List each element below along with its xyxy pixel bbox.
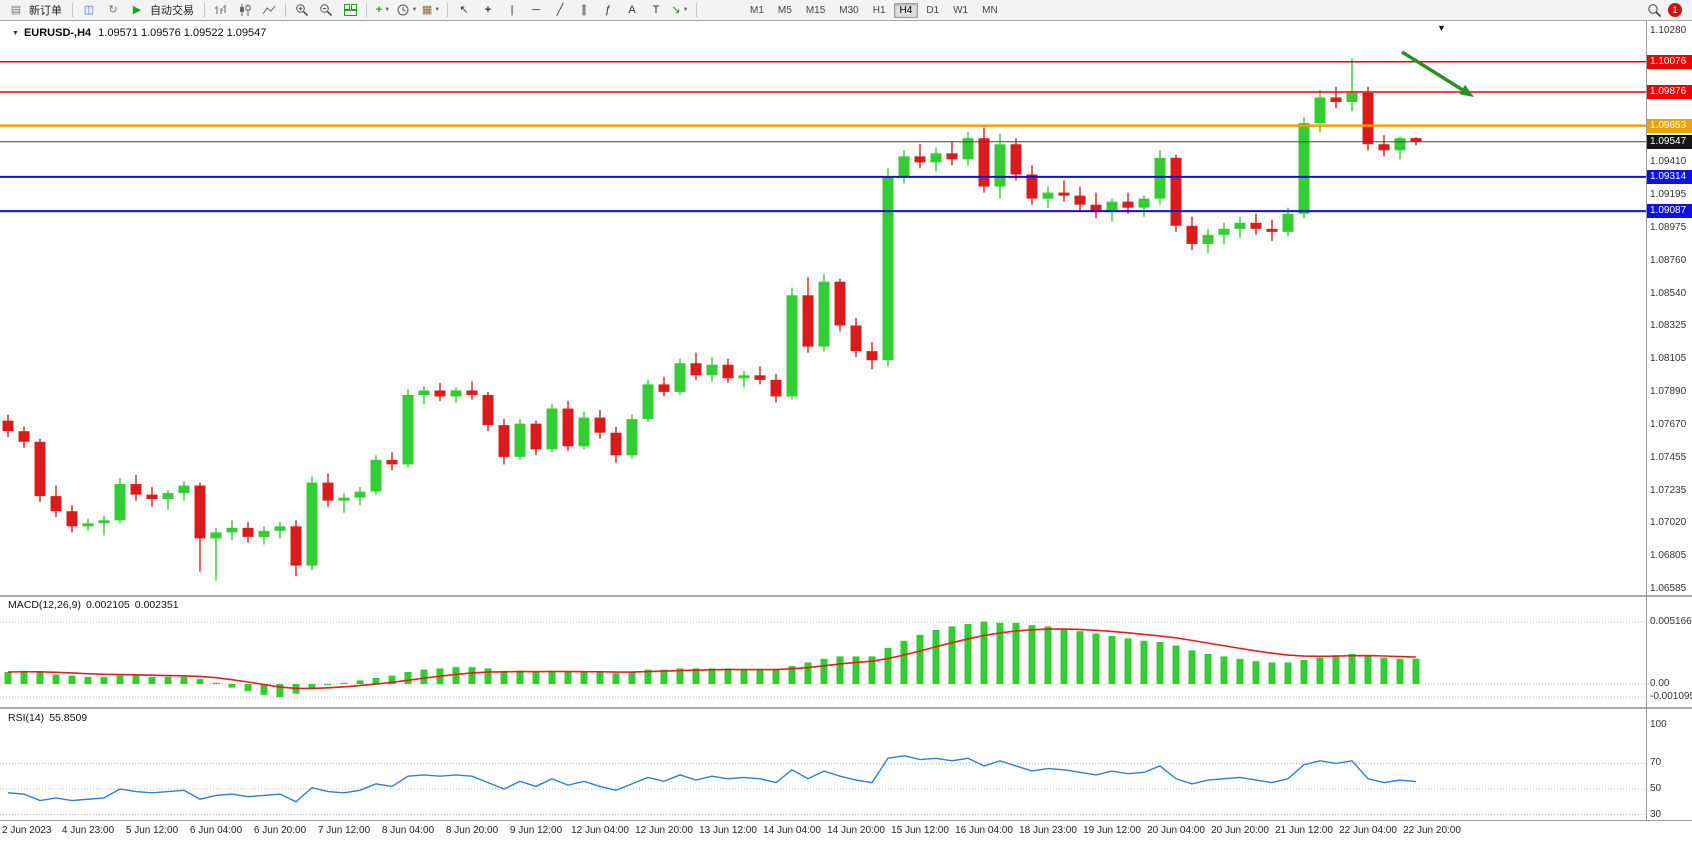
chevron-down-icon: ▼ (384, 7, 391, 13)
timeframe-m30-button[interactable]: M30 (839, 4, 859, 16)
channel-icon[interactable]: ∥ (581, 3, 587, 16)
timeframe-h4-button[interactable]: H4 (893, 2, 919, 18)
zoom-out-icon[interactable] (315, 2, 337, 19)
crosshair-icon[interactable]: + (484, 3, 492, 16)
rsi-value: 55.8509 (49, 712, 88, 724)
new-order-button[interactable]: 新订单 (29, 5, 62, 17)
cursor-icon[interactable]: ↖ (459, 3, 469, 16)
timeframe-m1-button[interactable]: M1 (750, 4, 764, 16)
line-chart-icon[interactable] (258, 2, 280, 19)
search-icon[interactable] (1643, 2, 1665, 19)
arrows-shapes-icon[interactable]: ↘ ▼ (671, 3, 689, 16)
tile-windows-icon[interactable] (339, 2, 361, 19)
macd-label: MACD(12,26,9) (8, 599, 81, 611)
templates-icon[interactable]: ▦ ▼ (421, 3, 441, 16)
price-scale-separator (1646, 21, 1647, 821)
rsi-label: RSI(14) (8, 712, 45, 724)
rsi-panel-header: RSI(14) 55.8509 (8, 712, 92, 724)
timeframe-group: M1 M5 M15 M30 H1 H4 D1 W1 MN (743, 2, 1005, 18)
chart-expand-icon[interactable]: ▼ (12, 30, 19, 37)
trendline-icon[interactable]: ╱ (556, 3, 564, 16)
trend-arrow-head[interactable] (1459, 84, 1474, 97)
timeframe-d1-button[interactable]: D1 (926, 4, 940, 16)
chevron-down-icon: ▼ (411, 7, 418, 13)
toolbar-separator (696, 3, 697, 17)
periods-clock-icon[interactable]: ▼ (396, 2, 418, 19)
chart-title: ▼ EURUSD-,H4 1.09571 1.09576 1.09522 1.095… (12, 27, 266, 39)
bar-chart-icon[interactable] (210, 2, 232, 19)
symbol-period-label: EURUSD-,H4 (23, 27, 92, 39)
macd-main-value: 0.002105 (85, 599, 130, 611)
macd-signal-value: 0.002351 (134, 599, 179, 611)
macd-signal-line (7, 628, 1417, 690)
chevron-down-icon: ▼ (682, 7, 689, 13)
trend-arrow[interactable] (1401, 50, 1464, 92)
text-label-icon[interactable]: T (652, 3, 660, 16)
timeframe-h1-button[interactable]: H1 (872, 4, 886, 16)
vertical-line-icon[interactable]: | (510, 3, 514, 16)
timeframe-m5-button[interactable]: M5 (777, 4, 792, 16)
toolbar-separator (366, 3, 367, 17)
ohlc-values: 1.09571 1.09576 1.09522 1.09547 (98, 27, 267, 39)
text-tool-icon[interactable]: A (628, 3, 636, 16)
refresh-icon[interactable]: ↻ (108, 3, 118, 16)
timeframe-w1-button[interactable]: W1 (953, 4, 969, 16)
chart-window-icon[interactable]: ◫ (83, 3, 95, 16)
toolbar-separator (447, 3, 448, 17)
candlestick-chart-icon[interactable] (234, 2, 256, 19)
toolbar: ▤ 新订单 ◫ ↻ ▶ 自动交易 + ▼ ▼ ▦ ▼ (0, 0, 1692, 21)
toolbar-separator (285, 3, 286, 17)
fibonacci-icon[interactable]: ƒ (604, 3, 612, 16)
timeframe-m15-button[interactable]: M15 (805, 4, 826, 16)
chevron-down-icon: ▼ (434, 7, 441, 13)
toolbar-separator (204, 3, 205, 17)
macd-panel-header: MACD(12,26,9) 0.002105 0.002351 (8, 599, 184, 611)
time-axis-separator (0, 820, 1692, 821)
toolbar-separator (72, 3, 73, 17)
chart-shift-marker-icon[interactable]: ▼ (1437, 23, 1446, 33)
macd-panel-separator[interactable] (0, 595, 1692, 597)
zoom-in-icon[interactable] (291, 2, 313, 19)
autotrading-button[interactable]: 自动交易 (150, 5, 194, 17)
indicators-icon[interactable]: + ▼ (375, 3, 391, 16)
new-order-icon[interactable]: ▤ (10, 3, 22, 16)
timeframe-mn-button[interactable]: MN (982, 4, 998, 16)
notification-badge[interactable]: 1 (1668, 3, 1682, 17)
horizontal-line-icon[interactable]: ─ (532, 3, 540, 16)
autotrading-icon[interactable]: ▶ (132, 3, 142, 16)
rsi-line (7, 755, 1417, 803)
rsi-panel-separator[interactable] (0, 707, 1692, 709)
